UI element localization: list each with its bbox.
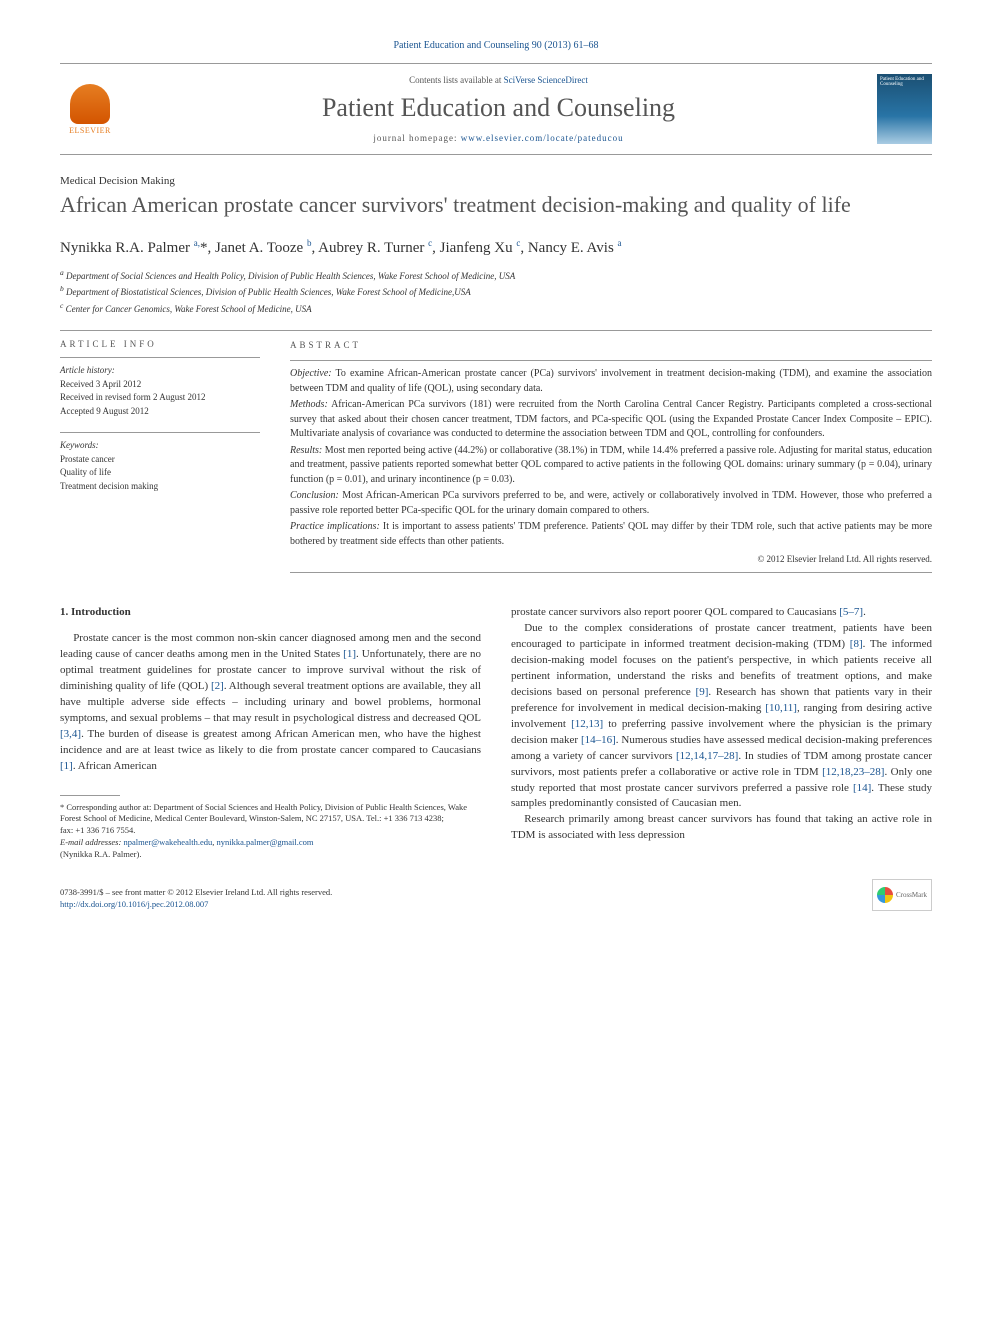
keyword: Quality of life [60,466,260,480]
objective-text: To examine African-American prostate can… [290,368,932,394]
history-line: Received 3 April 2012 [60,378,260,392]
body-paragraph: prostate cancer survivors also report po… [511,605,932,621]
elsevier-logo[interactable]: ELSEVIER [60,79,120,139]
homepage-link[interactable]: www.elsevier.com/locate/pateducou [461,133,624,143]
column-left: 1. Introduction Prostate cancer is the m… [60,605,481,861]
elsevier-label: ELSEVIER [69,126,111,135]
article-info-heading: ARTICLE INFO [60,339,260,349]
page-footer: 0738-3991/$ – see front matter © 2012 El… [60,879,932,911]
journal-cover-thumbnail[interactable]: Patient Education and Counseling [877,74,932,144]
body-paragraph: Prostate cancer is the most common non-s… [60,631,481,774]
journal-reference: Patient Education and Counseling 90 (201… [60,40,932,51]
abstract-copyright: © 2012 Elsevier Ireland Ltd. All rights … [290,553,932,566]
article-section: Medical Decision Making [60,175,932,187]
history-line: Accepted 9 August 2012 [60,405,260,419]
body-paragraph: Due to the complex considerations of pro… [511,621,932,812]
column-right: prostate cancer survivors also report po… [511,605,932,861]
email-link-1[interactable]: npalmer@wakehealth.edu [123,837,212,847]
affiliation: c Center for Cancer Genomics, Wake Fores… [60,300,932,317]
contents-prefix: Contents lists available at [409,75,503,85]
body-paragraph: Research primarily among breast cancer s… [511,812,932,844]
objective-label: Objective: [290,368,332,379]
keyword: Prostate cancer [60,453,260,467]
methods-text: African-American PCa survivors (181) wer… [290,399,932,439]
conclusion-text: Most African-American PCa survivors pref… [290,490,932,516]
cover-label: Patient Education and Counseling [880,77,924,87]
journal-header: ELSEVIER Contents lists available at Sci… [60,63,932,155]
crossmark-label: CrossMark [896,891,927,899]
corresponding-author: * Corresponding author at: Department of… [60,802,481,826]
crossmark-badge[interactable]: CrossMark [872,879,932,911]
abstract: ABSTRACT Objective: To examine African-A… [290,339,932,579]
article-title: African American prostate cancer survivo… [60,191,932,220]
footnotes: * Corresponding author at: Department of… [60,802,481,861]
article-history: Article history: Received 3 April 2012Re… [60,357,260,418]
results-text: Most men reported being active (44.2%) o… [290,445,932,485]
sciencedirect-link[interactable]: SciVerse ScienceDirect [504,75,588,85]
conclusion-label: Conclusion: [290,490,339,501]
keywords-label: Keywords: [60,439,260,453]
divider [60,330,932,331]
keywords-block: Keywords: Prostate cancerQuality of life… [60,432,260,493]
methods-label: Methods: [290,399,328,410]
fax: fax: +1 336 716 7554. [60,825,481,837]
email-attribution: (Nynikka R.A. Palmer). [60,849,481,861]
affiliation: b Department of Biostatistical Sciences,… [60,283,932,300]
keyword: Treatment decision making [60,480,260,494]
email-label: E-mail addresses: [60,837,121,847]
journal-homepage: journal homepage: www.elsevier.com/locat… [120,133,877,143]
elsevier-tree-icon [70,84,110,124]
contents-available: Contents lists available at SciVerse Sci… [120,75,877,85]
affiliation: a Department of Social Sciences and Heal… [60,267,932,284]
history-label: Article history: [60,364,260,378]
abstract-heading: ABSTRACT [290,339,932,352]
journal-title: Patient Education and Counseling [120,93,877,123]
crossmark-icon [877,887,893,903]
issn-line: 0738-3991/$ – see front matter © 2012 El… [60,887,332,899]
doi-link[interactable]: http://dx.doi.org/10.1016/j.pec.2012.08.… [60,899,208,909]
homepage-prefix: journal homepage: [373,133,460,143]
history-line: Received in revised form 2 August 2012 [60,391,260,405]
section-heading-introduction: 1. Introduction [60,605,481,621]
results-label: Results: [290,445,322,456]
authors-list: Nynikka R.A. Palmer a,*, Janet A. Tooze … [60,238,932,257]
practice-text: It is important to assess patients' TDM … [290,521,932,547]
footnote-separator [60,795,120,796]
article-info-sidebar: ARTICLE INFO Article history: Received 3… [60,339,260,579]
email-link-2[interactable]: nynikka.palmer@gmail.com [216,837,313,847]
body-text: 1. Introduction Prostate cancer is the m… [60,605,932,861]
affiliations: a Department of Social Sciences and Heal… [60,267,932,317]
practice-label: Practice implications: [290,521,380,532]
